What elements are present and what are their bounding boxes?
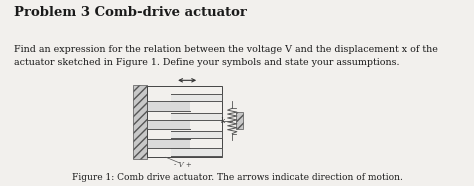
Bar <box>171 148 222 155</box>
Bar <box>147 120 190 129</box>
Text: k: k <box>221 117 225 125</box>
Bar <box>147 86 222 157</box>
Text: - V +: - V + <box>174 161 192 169</box>
Text: Problem 3 Comb-drive actuator: Problem 3 Comb-drive actuator <box>14 6 247 19</box>
Bar <box>236 113 243 129</box>
Bar <box>171 94 222 101</box>
Bar <box>171 113 222 120</box>
Bar <box>133 85 147 159</box>
Bar <box>171 131 222 138</box>
Bar <box>147 101 190 111</box>
Text: Find an expression for the relation between the voltage V and the displacement x: Find an expression for the relation betw… <box>14 45 438 67</box>
Bar <box>147 139 190 148</box>
Text: Figure 1: Comb drive actuator. The arrows indicate direction of motion.: Figure 1: Comb drive actuator. The arrow… <box>72 173 402 182</box>
